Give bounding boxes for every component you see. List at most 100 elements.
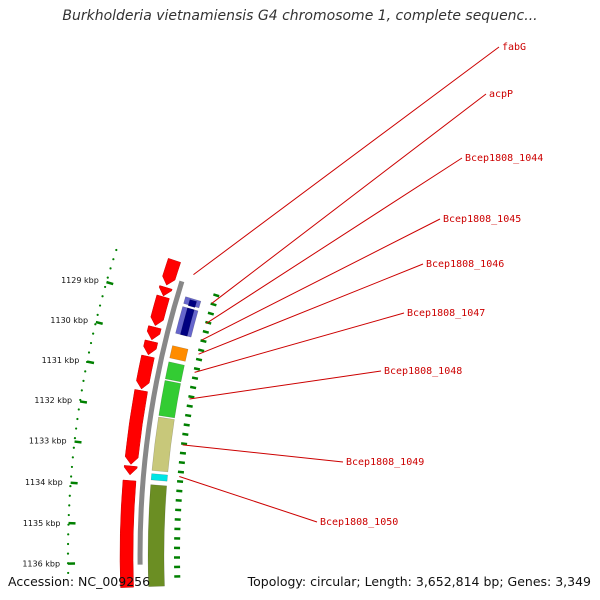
scale-label: 1130 kbp xyxy=(50,316,88,325)
inner-tick xyxy=(193,367,201,371)
feature-reverse-cds xyxy=(158,285,173,297)
scale-dot xyxy=(67,533,70,536)
inner-tick xyxy=(200,339,207,344)
feature-Bcep1808_1048 xyxy=(158,380,181,419)
gene-label: Bcep1808_1050 xyxy=(320,517,398,528)
scale-dot xyxy=(106,276,109,279)
scale-dot xyxy=(112,258,115,261)
inner-tick xyxy=(184,413,192,418)
scale-dot xyxy=(76,417,79,421)
label-leader-layer xyxy=(179,46,500,523)
inner-tick xyxy=(180,442,188,446)
backbone-layer xyxy=(137,280,185,565)
inner-tick xyxy=(202,329,210,334)
label-leader-line xyxy=(194,312,405,373)
label-leader-line xyxy=(211,93,487,304)
inner-tick xyxy=(205,320,212,325)
scale-dot xyxy=(77,408,80,411)
scale-dot xyxy=(68,494,71,497)
gene-label: Bcep1808_1045 xyxy=(443,214,521,225)
scale-dot xyxy=(75,427,78,430)
scale-label: 1131 kbp xyxy=(42,356,80,365)
feature-reverse-cds xyxy=(136,354,155,390)
scale-dot xyxy=(115,248,118,252)
gene-label: Bcep1808_1044 xyxy=(465,153,543,164)
feature-reverse-cds xyxy=(119,479,137,588)
scale-dot xyxy=(68,504,71,507)
scale-dot xyxy=(89,341,93,345)
feature-reverse-cds xyxy=(123,465,138,476)
scale-dot xyxy=(98,304,102,307)
scale-dot xyxy=(87,351,91,354)
inner-tick xyxy=(183,423,190,427)
summary-text: Topology: circular; Length: 3,652,814 bp… xyxy=(247,574,591,589)
scale-dot xyxy=(70,475,73,478)
inner-tick xyxy=(176,480,184,484)
inner-tick xyxy=(213,293,220,298)
label-leader-line xyxy=(205,157,463,324)
inner-tick xyxy=(178,461,185,465)
label-leader-line xyxy=(179,475,318,523)
scale-tick xyxy=(106,280,114,286)
gene-label: Bcep1808_1049 xyxy=(346,457,424,468)
scale-dot xyxy=(66,542,70,546)
feature-Bcep1808_1044 xyxy=(187,299,197,308)
scale-dot xyxy=(101,295,104,298)
inner-tick xyxy=(186,404,193,408)
label-leader-line xyxy=(201,218,441,341)
inner-tick xyxy=(182,432,189,436)
scale-label: 1135 kbp xyxy=(23,519,61,528)
scale-tick xyxy=(74,440,82,444)
inner-tick xyxy=(195,357,203,362)
scale-label: 1129 kbp xyxy=(61,276,99,285)
scale-dot xyxy=(72,446,75,449)
scale-dot xyxy=(67,513,70,517)
scale-tick xyxy=(86,360,95,365)
scale-dot xyxy=(66,552,70,555)
gene-label: Bcep1808_1046 xyxy=(426,259,504,270)
gene-label: Bcep1808_1047 xyxy=(407,308,485,319)
feature-reverse-cds xyxy=(143,339,159,356)
scale-dot xyxy=(94,323,97,326)
feature-Bcep1808_1050 xyxy=(150,473,168,482)
label-leader-line xyxy=(182,444,344,463)
feature-Bcep1808_1049 xyxy=(151,416,175,473)
gene-label: fabG xyxy=(502,42,526,53)
label-leader-line xyxy=(198,263,424,355)
map-title: Burkholderia vietnamiensis G4 chromosome… xyxy=(62,8,538,24)
scale-dots-layer: 1129 kbp 1130 kbp 1131 kbp 1132 kbp 1133 kbp… xyxy=(22,248,118,575)
scale-dot xyxy=(82,379,85,382)
scale-dot xyxy=(70,465,74,469)
feature-reverse-cds xyxy=(124,389,148,465)
scale-label: 1134 kbp xyxy=(25,478,63,487)
scale-dot xyxy=(109,267,112,270)
inner-tick xyxy=(197,348,205,353)
inner-tick xyxy=(210,302,217,307)
gene-label: acpP xyxy=(489,89,513,100)
scale-tick xyxy=(79,400,88,404)
label-leader-line xyxy=(189,370,382,400)
scale-dot xyxy=(92,332,95,335)
scale-dot xyxy=(84,370,87,373)
label-layer: fabG acpP Bcep1808_1044 Bcep1808_1045 Bcep18… xyxy=(320,42,543,528)
scale-label: 1133 kbp xyxy=(29,437,67,446)
scale-dot xyxy=(96,313,99,316)
feature-Bcep1808_1046 xyxy=(169,345,189,362)
scale-dot xyxy=(80,389,83,392)
inner-tick xyxy=(179,451,187,455)
inner-tick xyxy=(189,385,197,390)
scale-dot xyxy=(69,485,72,488)
feature-fabG xyxy=(162,258,181,286)
scale-label: 1132 kbp xyxy=(34,396,72,405)
feature-Bcep1808_1044 xyxy=(180,307,195,337)
scale-dot xyxy=(67,571,70,575)
accession-text: Accession: NC_009256 xyxy=(8,574,151,589)
label-leader-line xyxy=(193,46,500,276)
gene-label: Bcep1808_1048 xyxy=(384,366,462,377)
forward-strand-layer xyxy=(147,296,202,587)
scale-dot xyxy=(71,456,74,459)
scale-dot xyxy=(73,437,77,440)
feature-Bcep1808_1047 xyxy=(164,361,185,383)
